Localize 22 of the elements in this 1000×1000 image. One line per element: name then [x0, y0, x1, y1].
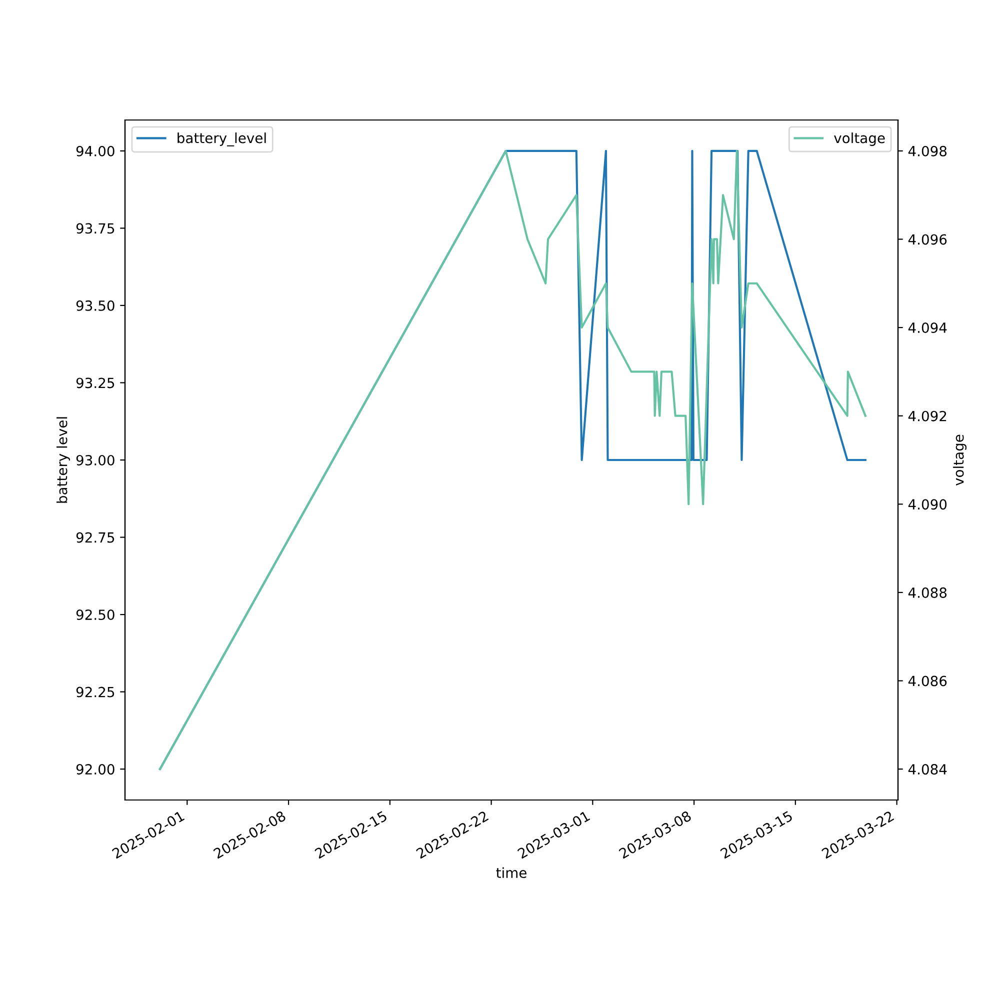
- y-tick-label: 93.50: [76, 300, 114, 311]
- y2-tick-label: 4.088: [908, 587, 947, 598]
- y-axis-title: battery level: [56, 417, 70, 503]
- y-tick-label: 93.25: [76, 378, 114, 388]
- y-tick-label: 93.75: [76, 223, 114, 234]
- y-tick-label: 92.75: [76, 532, 114, 543]
- y2-tick-label: 4.094: [908, 322, 947, 334]
- y2-tick-label: 4.098: [908, 146, 947, 156]
- y-tick-label: 94.00: [76, 146, 114, 156]
- legend-label: battery_level: [178, 132, 266, 146]
- y2-tick-label: 4.084: [908, 764, 947, 775]
- y-tick-label: 92.25: [76, 686, 114, 698]
- y2-axis-title: voltage: [953, 434, 966, 486]
- legend-label: voltage: [834, 132, 885, 146]
- y2-tick-label: 4.086: [908, 676, 947, 686]
- y-tick-label: 92.00: [76, 764, 114, 775]
- y2-tick-label: 4.096: [908, 234, 947, 245]
- x-axis-title: time: [496, 867, 526, 878]
- y2-tick-label: 4.092: [908, 410, 946, 422]
- y-tick-label: 92.50: [76, 610, 114, 620]
- y2-tick-label: 4.090: [908, 499, 947, 510]
- y-tick-label: 93.00: [76, 454, 114, 466]
